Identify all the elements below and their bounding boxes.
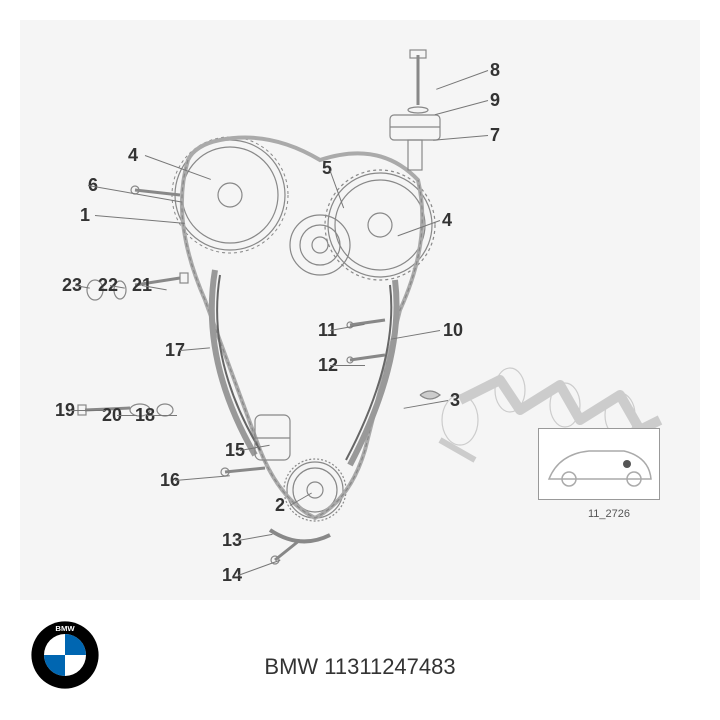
- brand-text: BMW: [264, 654, 318, 679]
- callout-3: 3: [450, 390, 460, 411]
- inset-ref-label: 11_2726: [588, 508, 630, 520]
- callout-2: 2: [275, 495, 285, 516]
- callout-4: 4: [128, 145, 138, 166]
- leader-line: [147, 415, 177, 416]
- callout-9: 9: [490, 90, 500, 111]
- diagram-panel: 11_2726: [20, 20, 700, 600]
- location-inset: [538, 428, 660, 500]
- part-number-label: BMW 11311247483: [0, 654, 720, 680]
- callout-8: 8: [490, 60, 500, 81]
- callout-1: 1: [80, 205, 90, 226]
- leader-line: [70, 410, 105, 411]
- callout-7: 7: [490, 125, 500, 146]
- leader-line: [117, 415, 137, 416]
- callout-10: 10: [443, 320, 463, 341]
- leader-line: [330, 365, 365, 366]
- callout-4: 4: [442, 210, 452, 231]
- callout-11: 11: [318, 320, 337, 341]
- svg-text:BMW: BMW: [55, 624, 75, 633]
- part-number-text: 11311247483: [324, 654, 455, 679]
